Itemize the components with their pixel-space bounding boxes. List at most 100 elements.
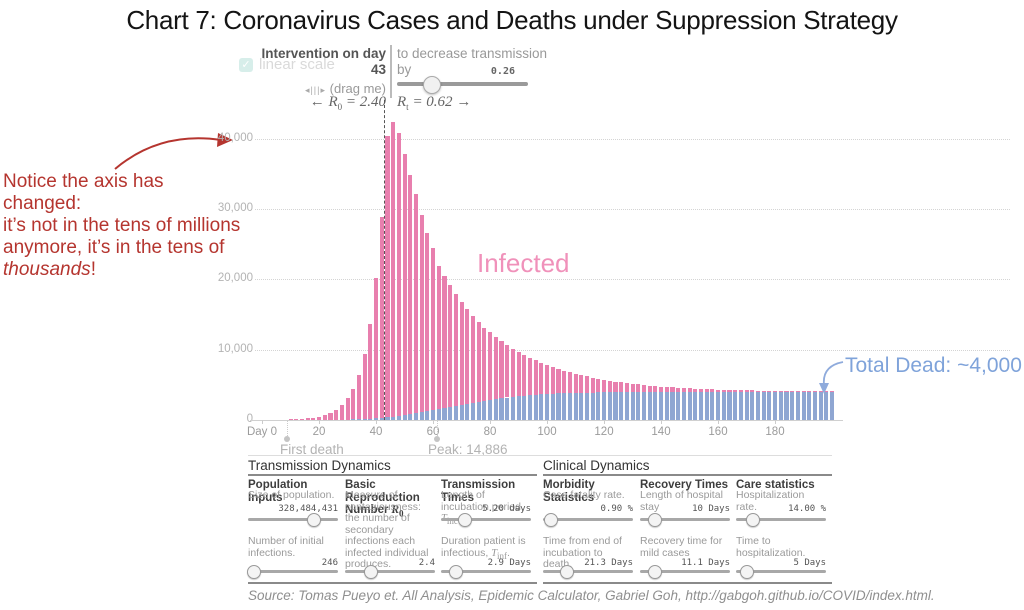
bar-infected-day-12 <box>294 419 299 420</box>
panel-top-border <box>248 455 832 456</box>
bar-infected-day-88 <box>510 349 515 397</box>
x-tick-label: 60 <box>426 426 440 438</box>
bar-dead-day-42 <box>379 417 384 420</box>
bar-infected-day-24 <box>328 413 333 420</box>
annotation-line-4-italic: thousands <box>3 259 91 280</box>
param-slider-knob[interactable] <box>449 565 464 579</box>
bar-dead-day-192 <box>807 391 812 420</box>
bar-infected-day-164 <box>727 389 732 392</box>
param-description: Size of population. <box>248 489 335 501</box>
param-slider-track[interactable] <box>543 518 633 521</box>
bar-infected-day-192 <box>807 391 812 392</box>
x-tick-label: 80 <box>483 426 497 438</box>
bar-infected-day-180 <box>773 390 778 392</box>
param-slider-track[interactable] <box>441 570 531 573</box>
drag-me-hint[interactable]: ◂|||▸ (drag me) <box>230 81 386 96</box>
x-tick <box>319 420 320 424</box>
transmission-slider-track[interactable] <box>397 82 528 86</box>
bar-dead-day-178 <box>767 391 772 420</box>
intervention-label: Intervention on day <box>261 46 386 61</box>
bar-dead-day-138 <box>653 392 658 420</box>
bar-dead-day-82 <box>493 398 498 420</box>
transmission-slider-knob[interactable] <box>423 76 442 94</box>
bar-infected-day-44 <box>385 136 390 418</box>
bar-infected-day-172 <box>750 390 755 392</box>
bar-dead-day-134 <box>641 392 647 420</box>
bar-infected-day-16 <box>305 418 310 420</box>
param-slider-track[interactable] <box>640 518 730 521</box>
bar-dead-day-136 <box>647 392 652 420</box>
bar-dead-day-52 <box>408 414 413 420</box>
bar-infected-day-116 <box>590 377 595 393</box>
param-group-header: Recovery Times <box>640 479 729 491</box>
bar-dead-day-44 <box>385 417 390 420</box>
linear-scale-checkbox[interactable]: ✓ linear scale <box>239 56 335 73</box>
drag-handle-icon[interactable]: ◂|||▸ <box>304 85 327 95</box>
x-axis-line <box>250 420 843 421</box>
param-slider-knob[interactable] <box>364 565 379 579</box>
param-slider-knob[interactable] <box>647 565 662 579</box>
bar-infected-day-174 <box>755 390 761 392</box>
param-group-header: Basic Reproduction Number R0 <box>345 479 420 519</box>
param-slider-track[interactable] <box>640 570 730 573</box>
bar-dead-day-168 <box>738 391 743 420</box>
bar-infected-day-98 <box>539 362 544 395</box>
param-description: Number of initial infections. <box>248 535 324 559</box>
gridline-30000 <box>255 209 1010 211</box>
bar-infected-day-160 <box>716 389 721 392</box>
param-slider-track[interactable] <box>736 518 826 521</box>
bar-infected-day-102 <box>550 367 555 394</box>
drag-me-label: (drag me) <box>329 81 386 96</box>
param-slider-knob[interactable] <box>746 513 761 527</box>
bar-dead-day-64 <box>442 408 447 420</box>
bar-infected-day-26 <box>334 409 339 420</box>
x-tick-label: 100 <box>537 426 557 438</box>
bar-dead-day-96 <box>533 394 538 420</box>
bar-infected-day-82 <box>493 337 498 399</box>
param-slider-knob[interactable] <box>457 513 472 527</box>
bar-infected-day-130 <box>630 383 635 393</box>
param-slider-knob[interactable] <box>647 513 662 527</box>
bar-dead-day-94 <box>527 395 533 420</box>
param-slider-knob[interactable] <box>544 513 559 527</box>
bar-dead-day-188 <box>795 391 800 420</box>
bar-dead-day-132 <box>636 392 641 420</box>
section-title: Transmission Dynamics <box>248 458 391 473</box>
bar-dead-day-154 <box>698 391 704 420</box>
bar-dead-day-146 <box>676 391 681 420</box>
param-slider-track[interactable] <box>543 570 633 573</box>
bar-dead-day-124 <box>613 392 618 420</box>
intervention-day-control: Intervention on day 43 <box>230 46 386 78</box>
param-slider-track[interactable] <box>736 570 826 573</box>
bar-infected-day-190 <box>801 391 806 392</box>
param-slider-knob[interactable] <box>247 565 262 579</box>
bar-dead-day-200 <box>830 391 835 420</box>
checkbox-check-icon[interactable]: ✓ <box>239 57 253 72</box>
intervention-day-value[interactable]: 43 <box>370 62 386 77</box>
first-death-label: First death <box>280 442 344 457</box>
x-tick <box>547 420 548 424</box>
param-slider-track[interactable] <box>345 570 435 573</box>
bar-infected-day-56 <box>419 214 424 413</box>
bar-infected-day-194 <box>812 391 818 392</box>
bar-dead-day-68 <box>453 405 458 420</box>
bar-dead-day-54 <box>413 413 419 420</box>
y-tick-label: 40,000 <box>217 131 253 144</box>
x-tick-label: Day 0 <box>246 426 278 438</box>
param-description: Case fatality rate. <box>543 489 625 501</box>
first-death-connector <box>287 420 288 436</box>
intervention-dashed-line[interactable] <box>384 100 385 420</box>
param-slider-track[interactable] <box>441 518 531 521</box>
peak-connector <box>437 420 438 436</box>
bar-dead-day-88 <box>510 396 515 420</box>
source-caption: Source: Tomas Pueyo et. All Analysis, Ep… <box>248 588 935 603</box>
param-slider-track[interactable] <box>248 518 338 521</box>
bar-infected-day-156 <box>704 389 709 392</box>
param-slider-knob[interactable] <box>739 565 754 579</box>
bar-dead-day-60 <box>431 410 436 420</box>
bar-infected-day-90 <box>516 352 521 397</box>
param-slider-knob[interactable] <box>306 513 321 527</box>
param-slider-track[interactable] <box>248 570 338 573</box>
param-slider-knob[interactable] <box>559 565 574 579</box>
param-value: 246 <box>321 558 338 568</box>
